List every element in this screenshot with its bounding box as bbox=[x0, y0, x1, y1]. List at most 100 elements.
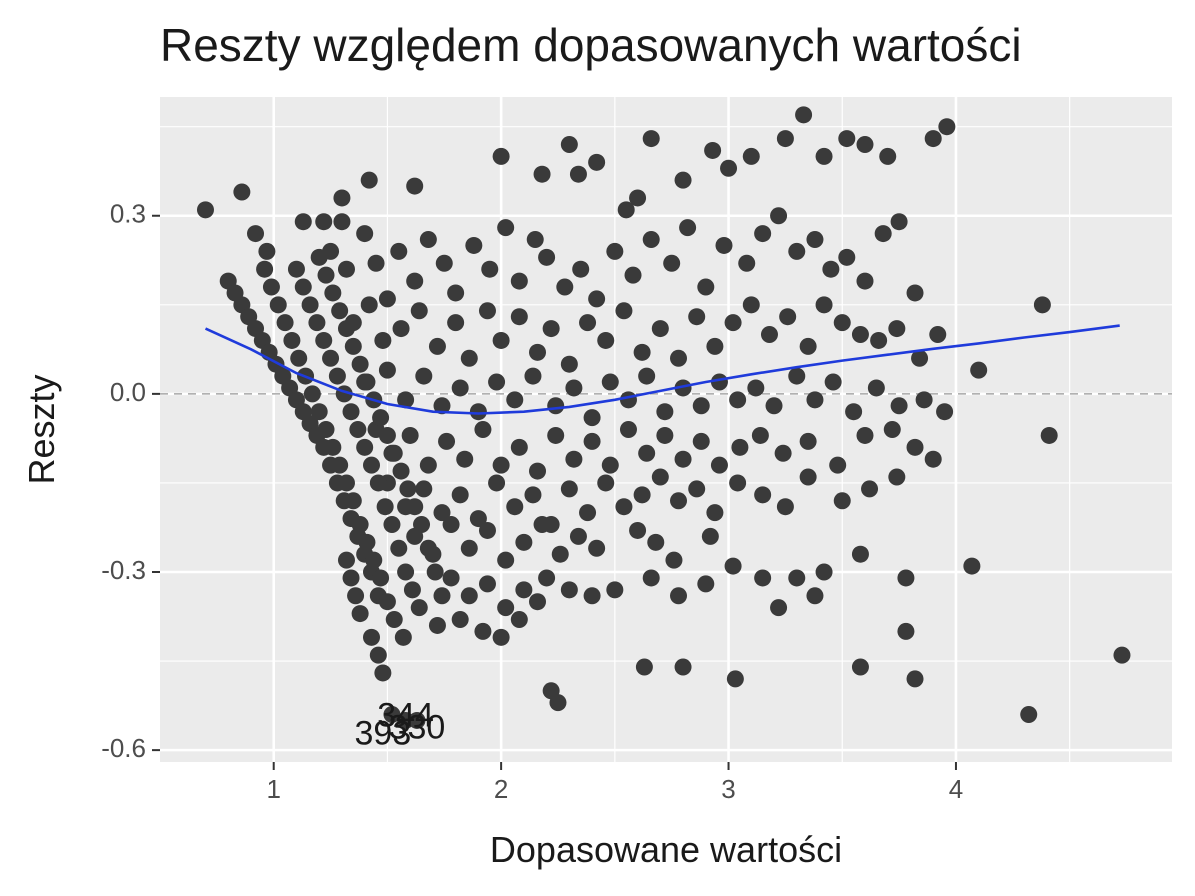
data-point bbox=[647, 533, 665, 551]
data-point bbox=[529, 343, 547, 361]
data-point bbox=[799, 468, 817, 486]
data-point bbox=[478, 521, 496, 539]
data-point bbox=[526, 231, 544, 248]
data-point bbox=[1113, 646, 1131, 664]
data-point bbox=[638, 444, 656, 462]
data-point bbox=[344, 492, 362, 510]
data-point bbox=[670, 492, 688, 510]
data-point bbox=[347, 587, 365, 605]
data-point bbox=[729, 474, 747, 492]
data-point bbox=[936, 403, 954, 421]
data-point bbox=[328, 367, 346, 385]
data-point bbox=[365, 551, 383, 569]
data-point bbox=[815, 563, 833, 581]
data-point bbox=[315, 331, 333, 349]
data-point bbox=[283, 331, 301, 349]
data-point bbox=[629, 521, 647, 539]
data-point bbox=[419, 231, 437, 248]
data-point bbox=[506, 498, 524, 516]
data-point bbox=[510, 272, 528, 290]
data-point bbox=[815, 147, 833, 165]
outlier-label: 330 bbox=[389, 708, 446, 746]
data-point bbox=[410, 599, 428, 617]
data-point bbox=[406, 498, 424, 516]
data-point bbox=[406, 272, 424, 290]
data-point bbox=[551, 545, 569, 563]
data-point bbox=[438, 432, 456, 450]
data-point bbox=[322, 349, 340, 367]
data-point bbox=[378, 290, 396, 308]
data-point bbox=[294, 278, 312, 296]
data-point bbox=[633, 486, 651, 504]
data-point bbox=[615, 302, 633, 320]
data-point bbox=[324, 438, 342, 456]
data-point bbox=[742, 296, 760, 314]
data-point bbox=[488, 474, 506, 492]
data-point bbox=[788, 367, 806, 385]
data-point bbox=[510, 611, 528, 628]
data-point bbox=[874, 225, 892, 243]
data-point bbox=[747, 379, 765, 397]
data-point bbox=[720, 159, 738, 177]
data-point bbox=[883, 421, 901, 438]
data-point bbox=[879, 147, 897, 165]
data-point bbox=[924, 130, 942, 148]
data-point bbox=[529, 593, 547, 611]
data-point bbox=[822, 260, 840, 278]
data-point bbox=[474, 622, 492, 640]
data-point bbox=[779, 308, 797, 326]
data-point bbox=[337, 260, 355, 278]
data-point bbox=[697, 575, 715, 593]
data-point bbox=[451, 379, 469, 397]
data-point bbox=[488, 373, 506, 391]
data-point bbox=[301, 296, 319, 314]
y-axis-title: Reszty bbox=[21, 374, 62, 484]
data-point bbox=[492, 628, 510, 646]
data-point bbox=[751, 426, 769, 444]
data-point bbox=[597, 474, 615, 492]
data-point bbox=[583, 432, 601, 450]
data-point bbox=[731, 438, 749, 456]
data-point bbox=[428, 616, 446, 634]
data-point bbox=[770, 599, 788, 617]
data-point bbox=[383, 516, 401, 533]
data-point bbox=[331, 456, 349, 474]
data-point bbox=[867, 379, 885, 397]
data-point bbox=[310, 403, 328, 421]
data-point bbox=[915, 391, 933, 409]
data-point bbox=[788, 242, 806, 260]
data-point bbox=[754, 569, 772, 587]
data-point bbox=[679, 219, 697, 237]
data-point bbox=[351, 516, 369, 533]
data-point bbox=[547, 397, 565, 415]
data-point bbox=[606, 242, 624, 260]
data-point bbox=[701, 527, 719, 545]
data-point bbox=[358, 533, 376, 551]
data-point bbox=[258, 242, 276, 260]
data-point bbox=[460, 587, 478, 605]
data-point bbox=[760, 326, 778, 343]
data-point bbox=[529, 462, 547, 480]
data-point bbox=[533, 165, 551, 183]
data-point bbox=[451, 611, 469, 628]
data-point bbox=[196, 201, 214, 219]
data-point bbox=[408, 711, 426, 729]
data-point bbox=[674, 450, 692, 468]
data-point bbox=[638, 367, 656, 385]
data-point bbox=[460, 349, 478, 367]
data-point bbox=[374, 664, 392, 682]
data-point bbox=[233, 183, 251, 201]
data-point bbox=[415, 480, 433, 498]
data-point bbox=[656, 403, 674, 421]
data-point bbox=[579, 314, 597, 332]
data-point bbox=[378, 593, 396, 611]
y-tick-label: 0.3 bbox=[110, 199, 146, 229]
data-point bbox=[497, 219, 515, 237]
data-point bbox=[560, 581, 578, 599]
data-point bbox=[247, 225, 265, 243]
data-point bbox=[929, 326, 947, 343]
data-point bbox=[754, 225, 772, 243]
data-point bbox=[588, 539, 606, 557]
data-point bbox=[492, 147, 510, 165]
data-point bbox=[799, 432, 817, 450]
